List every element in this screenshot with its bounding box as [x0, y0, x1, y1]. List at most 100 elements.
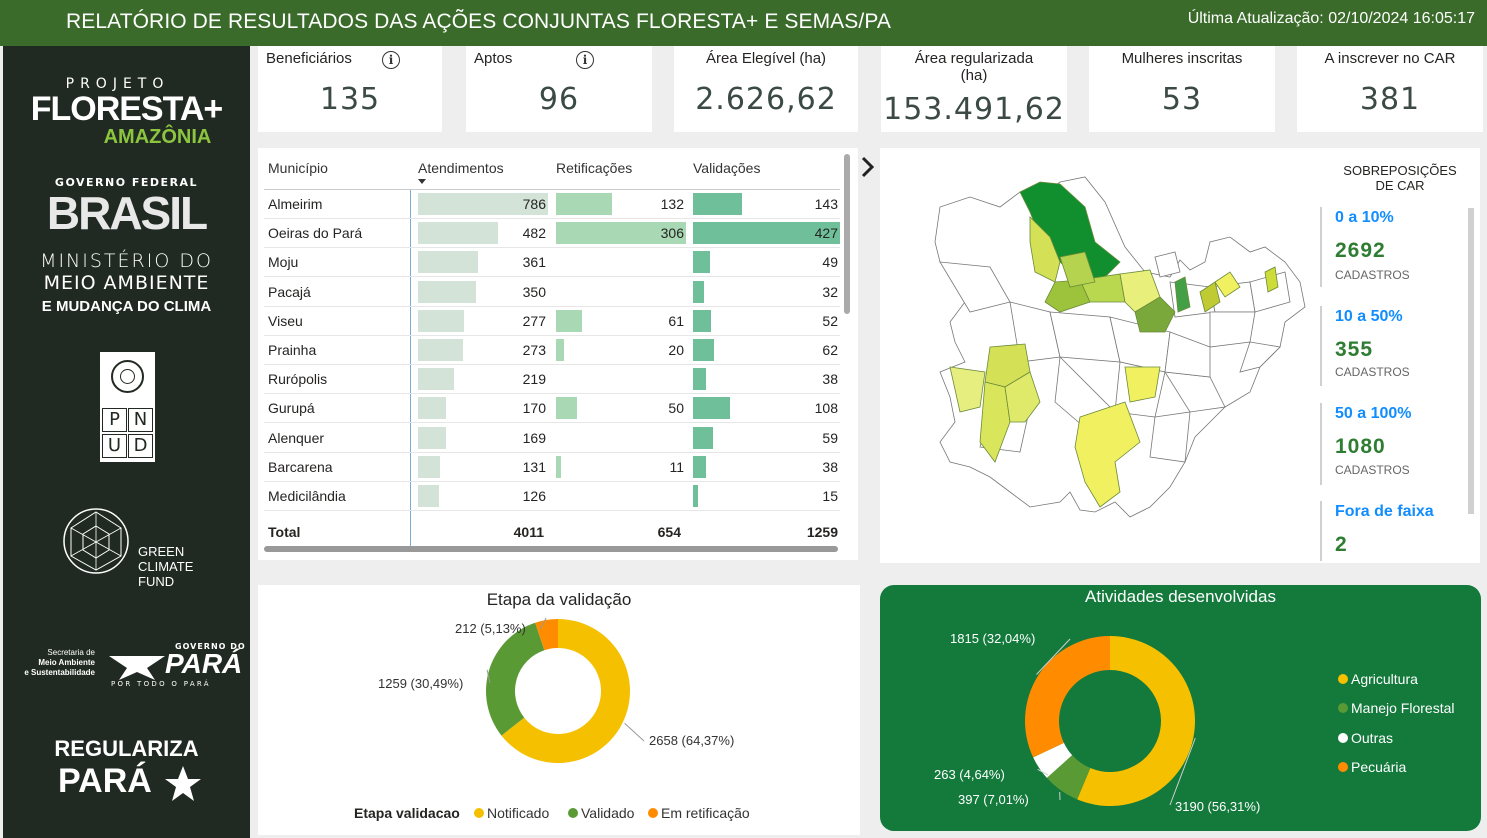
data-bar [693, 222, 840, 245]
range-50-100[interactable]: 50 a 100% [1335, 405, 1412, 422]
legend-item-agricultura[interactable]: Agricultura [1338, 671, 1418, 687]
cell-valid: 38 [693, 368, 840, 391]
kpi-value: 153.491,62 [883, 92, 1065, 127]
regulariza-para-logo: REGULARIZA PARÁ [3, 736, 250, 802]
legend-accent-bar [1320, 501, 1322, 561]
data-bar [693, 339, 714, 361]
un-emblem-icon [111, 360, 144, 393]
cell-municipio: Prainha [268, 342, 317, 358]
info-icon[interactable]: i [576, 51, 594, 69]
table-total-row: Total 4011 654 1259 [264, 520, 840, 544]
donut-slice-agricultura[interactable] [1077, 636, 1195, 806]
count-10-50: 355 [1335, 338, 1374, 361]
table-row[interactable]: Moju 361 49 [264, 248, 840, 278]
table-row[interactable]: Barcarena 131 11 38 [264, 453, 840, 482]
cell-atend: 482 [418, 222, 548, 245]
data-bar [418, 309, 464, 332]
data-bar [418, 368, 454, 391]
col-header-validacoes[interactable]: Validações [693, 160, 761, 176]
cell-atend: 350 [418, 280, 548, 303]
data-bar [418, 339, 463, 361]
cell-value: 61 [668, 312, 684, 329]
donut-slice-outras[interactable] [1033, 742, 1073, 778]
table-row[interactable]: Rurópolis 219 38 [264, 365, 840, 395]
validation-donut[interactable] [258, 585, 860, 835]
data-bar [693, 280, 704, 303]
table-row[interactable]: Viseu 277 61 52 [264, 307, 840, 336]
total-atendimentos: 4011 [513, 524, 544, 540]
legend-item-manejo-florestal[interactable]: Manejo Florestal [1338, 700, 1455, 716]
legend-scrollbar[interactable] [1468, 208, 1474, 514]
table-row[interactable]: Medicilândia 126 15 [264, 482, 840, 511]
activities-donut[interactable] [880, 585, 1481, 831]
map-legend-title-line2: DE CAR [1375, 178, 1425, 193]
donut-slice-validado[interactable] [486, 622, 545, 736]
legend-item-outras[interactable]: Outras [1338, 730, 1393, 746]
kpi-label: Área Elegível (ha) [705, 50, 827, 67]
data-bar [556, 397, 577, 420]
cell-value: 786 [522, 196, 546, 212]
cell-value: 132 [660, 196, 684, 212]
chevron-right-icon[interactable] [860, 155, 876, 179]
leader-line [1036, 638, 1071, 675]
sidebar-logos: PROJETO FLORESTA+ AMAZÔNIA GOVERNO FEDER… [3, 46, 250, 838]
cell-value: 11 [669, 458, 684, 475]
col-header-municipio[interactable]: Município [268, 160, 328, 176]
table-row[interactable]: Gurupá 170 50 108 [264, 394, 840, 424]
column-divider [410, 190, 411, 546]
table-row[interactable]: Alenquer 169 59 [264, 424, 840, 453]
horizontal-scrollbar[interactable] [264, 546, 838, 552]
data-bar [693, 309, 711, 332]
data-bar [693, 485, 698, 507]
cell-value: 38 [822, 371, 838, 388]
cell-atend: 126 [418, 485, 548, 507]
table-row[interactable]: Prainha 273 20 62 [264, 336, 840, 365]
cell-value: 306 [660, 225, 684, 242]
legend-item-pecuaria[interactable]: Pecuária [1338, 759, 1406, 775]
cell-atend: 361 [418, 251, 548, 274]
cell-value: 52 [822, 312, 838, 329]
count-50-100: 1080 [1335, 435, 1386, 458]
data-bar [418, 280, 476, 303]
data-bar [693, 368, 706, 391]
data-bar [693, 251, 710, 274]
para-municipalities-map[interactable] [910, 162, 1330, 552]
legend-dot [648, 808, 658, 818]
kpi-value: 2.626,62 [695, 82, 837, 117]
legend-item-em-retificacao[interactable]: Em retificação [648, 805, 750, 821]
donut-slice-manejo-florestal[interactable] [1046, 755, 1091, 800]
donut-slice-pecu-ria[interactable] [1025, 636, 1110, 758]
cell-value: 108 [814, 400, 838, 417]
cell-valid: 108 [693, 397, 840, 420]
cell-retif: 306 [556, 222, 686, 245]
legend-item-validado[interactable]: Validado [568, 805, 634, 821]
activities-chart: Atividades desenvolvidas 3190 (56,31%) 3… [880, 585, 1481, 831]
table-row[interactable]: Oeiras do Pará 482 306 427 [264, 219, 840, 249]
range-fora-faixa[interactable]: Fora de faixa [1335, 503, 1434, 520]
cell-value: 62 [822, 342, 838, 358]
range-10-50[interactable]: 10 a 50% [1335, 308, 1403, 325]
table-row[interactable]: Almeirim 786 132 143 [264, 190, 840, 219]
cell-valid: 52 [693, 309, 840, 332]
vertical-scrollbar[interactable] [844, 154, 850, 314]
donut-slice-notificado[interactable] [501, 619, 630, 763]
col-header-retificacoes[interactable]: Retificações [556, 160, 633, 176]
table-row[interactable]: Pacajá 350 32 [264, 278, 840, 307]
col-header-atendimentos[interactable]: Atendimentos [418, 160, 504, 176]
validation-chart: Etapa da validação 2658 (64,37%) 1259 (3… [258, 585, 860, 835]
cell-value: 50 [668, 400, 684, 417]
cell-municipio: Moju [268, 254, 299, 271]
slice-label-notificado: 2658 (64,37%) [649, 733, 735, 748]
cell-municipio: Oeiras do Pará [268, 225, 363, 242]
cell-valid: 49 [693, 251, 840, 274]
legend-item-notificado[interactable]: Notificado [474, 805, 549, 821]
info-icon[interactable]: i [382, 51, 400, 69]
legend-dot [1338, 733, 1348, 743]
cell-municipio: Barcarena [268, 458, 333, 475]
range-0-10[interactable]: 0 a 10% [1335, 209, 1394, 226]
cell-retif [556, 368, 686, 390]
cell-valid: 32 [693, 280, 840, 303]
sort-desc-icon[interactable] [418, 179, 426, 184]
legend-accent-bar [1320, 403, 1322, 485]
cell-valid: 38 [693, 455, 840, 478]
